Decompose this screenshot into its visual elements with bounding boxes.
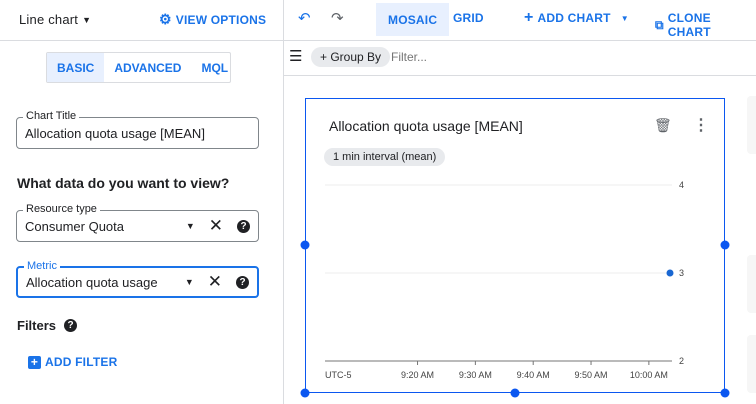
adjacent-chart-placeholder [747,96,756,154]
chart-card-title: Allocation quota usage [MEAN] [329,118,523,134]
plus-icon: + [524,9,534,26]
adjacent-chart-placeholder [747,335,756,393]
grid-button[interactable]: GRID [453,11,484,25]
resize-handle-left[interactable] [300,240,310,250]
metric-select[interactable]: Metric Allocation quota usage ▼ ✕ ? [16,260,259,298]
mosaic-button[interactable]: MOSAIC [376,3,450,36]
filter-list-icon[interactable]: ☰ [289,48,303,65]
interval-chip: 1 min interval (mean) [324,148,446,166]
clear-icon[interactable]: ✕ [208,216,223,235]
caret-down-icon: ▼ [620,13,629,23]
redo-icon[interactable]: ↷ [331,10,344,27]
view-options-button[interactable]: ⚙ VIEW OPTIONS [159,11,266,28]
resource-type-label: Resource type [23,203,100,215]
x-tick-label: 9:50 AM [575,370,608,380]
resource-type-select[interactable]: Resource type Consumer Quota ▼ ✕ ? [16,203,259,242]
caret-down-icon[interactable]: ▼ [184,277,194,287]
tab-advanced[interactable]: ADVANCED [114,60,182,75]
resize-handle-bottom[interactable] [510,388,520,398]
filters-label: Filters [17,318,57,333]
y-tick-label: 3 [679,268,684,278]
query-mode-tabs: BASIC ADVANCED MQL [46,52,231,83]
help-icon[interactable]: ? [237,219,250,233]
help-icon[interactable]: ? [236,275,249,289]
group-by-chip[interactable]: + Group By [311,47,391,67]
metric-value: Allocation quota usage [26,274,158,290]
resource-type-value: Consumer Quota [25,218,124,234]
clear-icon[interactable]: ✕ [207,272,222,291]
chart-type-label: Line chart [19,12,79,27]
caret-down-icon: ▼ [82,14,92,25]
resize-handle-right[interactable] [720,240,730,250]
y-tick-label: 2 [679,356,684,366]
view-options-label: VIEW OPTIONS [175,12,267,27]
chart-title-field[interactable]: Chart Title Allocation quota usage [MEAN… [16,110,259,149]
help-icon[interactable]: ? [64,319,78,332]
undo-icon[interactable]: ↶ [298,10,311,27]
clone-chart-label: CLONE CHART [667,11,711,39]
tab-mql[interactable]: MQL [201,60,229,75]
chart-title-label: Chart Title [23,110,80,122]
delete-icon[interactable]: 🗑 [654,117,672,133]
adjacent-chart-placeholder [747,255,756,313]
timezone-label: UTC-5 [325,370,352,380]
chart-type-dropdown[interactable]: Line chart ▼ [19,12,91,27]
resize-handle-bottom-left[interactable] [300,388,310,398]
chart-title-value: Allocation quota usage [MEAN] [25,125,205,141]
y-tick-label: 4 [679,180,684,190]
copy-icon: ⧉ [655,17,664,32]
data-question-heading: What data do you want to view? [17,175,230,191]
add-filter-label: ADD FILTER [45,355,118,369]
data-point [666,269,674,277]
x-tick-label: 9:20 AM [401,370,434,380]
more-vert-icon[interactable]: ⋮ [693,117,709,134]
resize-handle-bottom-right[interactable] [720,388,730,398]
add-chart-label: ADD CHART [537,11,611,25]
clone-chart-button[interactable]: ⧉ CLONE CHART [655,11,756,39]
filters-heading: Filters ? [17,318,78,333]
filter-input[interactable] [391,50,691,64]
add-chart-button[interactable]: + ADD CHART ▼ [524,9,629,26]
x-tick-label: 10:00 AM [630,370,668,380]
x-tick-label: 9:40 AM [517,370,550,380]
x-tick-label: 9:30 AM [459,370,492,380]
tab-basic[interactable]: BASIC [47,53,105,82]
metric-label: Metric [24,260,60,272]
gear-icon: ⚙ [159,11,172,27]
add-filter-button[interactable]: + ADD FILTER [28,355,117,369]
caret-down-icon[interactable]: ▼ [185,221,195,231]
plus-box-icon: + [28,355,41,369]
